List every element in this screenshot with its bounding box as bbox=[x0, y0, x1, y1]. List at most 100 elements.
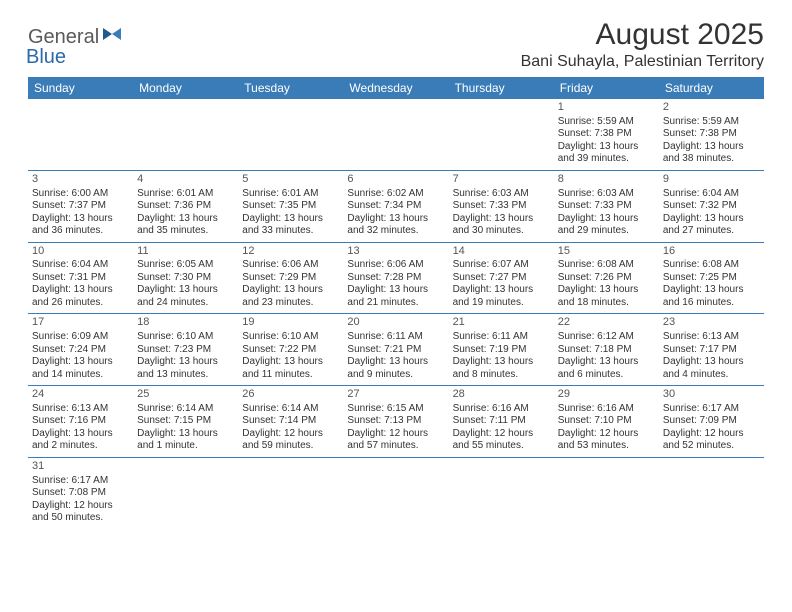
day-number: 31 bbox=[32, 460, 129, 474]
calendar-cell: 31Sunrise: 6:17 AMSunset: 7:08 PMDayligh… bbox=[28, 457, 133, 528]
calendar-cell bbox=[343, 457, 448, 528]
calendar-cell bbox=[238, 99, 343, 170]
calendar-cell: 22Sunrise: 6:12 AMSunset: 7:18 PMDayligh… bbox=[554, 314, 659, 386]
calendar-cell bbox=[449, 99, 554, 170]
day-number: 4 bbox=[137, 173, 234, 187]
day-number: 3 bbox=[32, 173, 129, 187]
sunrise-text: Sunrise: 6:10 AM bbox=[242, 331, 339, 344]
sunrise-text: Sunrise: 6:02 AM bbox=[347, 188, 444, 201]
sunset-text: Sunset: 7:33 PM bbox=[453, 200, 550, 213]
sunset-text: Sunset: 7:29 PM bbox=[242, 272, 339, 285]
calendar-cell bbox=[343, 99, 448, 170]
day-number: 15 bbox=[558, 245, 655, 259]
sunrise-text: Sunrise: 6:06 AM bbox=[347, 259, 444, 272]
sunset-text: Sunset: 7:18 PM bbox=[558, 344, 655, 357]
sunrise-text: Sunrise: 5:59 AM bbox=[663, 116, 760, 129]
calendar-cell: 21Sunrise: 6:11 AMSunset: 7:19 PMDayligh… bbox=[449, 314, 554, 386]
sunset-text: Sunset: 7:14 PM bbox=[242, 415, 339, 428]
sunset-text: Sunset: 7:33 PM bbox=[558, 200, 655, 213]
sunrise-text: Sunrise: 6:11 AM bbox=[453, 331, 550, 344]
day-number: 26 bbox=[242, 388, 339, 402]
calendar-cell: 1Sunrise: 5:59 AMSunset: 7:38 PMDaylight… bbox=[554, 99, 659, 170]
day-number: 16 bbox=[663, 245, 760, 259]
sunset-text: Sunset: 7:21 PM bbox=[347, 344, 444, 357]
day-number: 24 bbox=[32, 388, 129, 402]
sunrise-text: Sunrise: 6:16 AM bbox=[453, 403, 550, 416]
daylight-text: Daylight: 13 hours and 39 minutes. bbox=[558, 141, 655, 166]
daylight-text: Daylight: 13 hours and 16 minutes. bbox=[663, 284, 760, 309]
sunset-text: Sunset: 7:22 PM bbox=[242, 344, 339, 357]
sunrise-text: Sunrise: 6:06 AM bbox=[242, 259, 339, 272]
sunset-text: Sunset: 7:38 PM bbox=[663, 128, 760, 141]
calendar-cell: 16Sunrise: 6:08 AMSunset: 7:25 PMDayligh… bbox=[659, 242, 764, 314]
daylight-text: Daylight: 13 hours and 32 minutes. bbox=[347, 213, 444, 238]
calendar-cell: 15Sunrise: 6:08 AMSunset: 7:26 PMDayligh… bbox=[554, 242, 659, 314]
daylight-text: Daylight: 12 hours and 57 minutes. bbox=[347, 428, 444, 453]
sunset-text: Sunset: 7:36 PM bbox=[137, 200, 234, 213]
day-number: 10 bbox=[32, 245, 129, 259]
sunset-text: Sunset: 7:31 PM bbox=[32, 272, 129, 285]
day-number: 25 bbox=[137, 388, 234, 402]
sunset-text: Sunset: 7:27 PM bbox=[453, 272, 550, 285]
day-header: Wednesday bbox=[343, 77, 448, 99]
calendar-cell bbox=[659, 457, 764, 528]
day-number: 28 bbox=[453, 388, 550, 402]
sunrise-text: Sunrise: 6:11 AM bbox=[347, 331, 444, 344]
calendar-cell: 25Sunrise: 6:14 AMSunset: 7:15 PMDayligh… bbox=[133, 386, 238, 458]
sunset-text: Sunset: 7:30 PM bbox=[137, 272, 234, 285]
sunrise-text: Sunrise: 6:05 AM bbox=[137, 259, 234, 272]
daylight-text: Daylight: 12 hours and 59 minutes. bbox=[242, 428, 339, 453]
calendar-cell: 17Sunrise: 6:09 AMSunset: 7:24 PMDayligh… bbox=[28, 314, 133, 386]
calendar-cell: 11Sunrise: 6:05 AMSunset: 7:30 PMDayligh… bbox=[133, 242, 238, 314]
sunset-text: Sunset: 7:23 PM bbox=[137, 344, 234, 357]
sunrise-text: Sunrise: 6:12 AM bbox=[558, 331, 655, 344]
sunset-text: Sunset: 7:10 PM bbox=[558, 415, 655, 428]
logo-blue-wrap: Blue bbox=[28, 46, 66, 69]
daylight-text: Daylight: 13 hours and 4 minutes. bbox=[663, 356, 760, 381]
sunrise-text: Sunrise: 6:08 AM bbox=[663, 259, 760, 272]
daylight-text: Daylight: 12 hours and 55 minutes. bbox=[453, 428, 550, 453]
calendar-cell: 18Sunrise: 6:10 AMSunset: 7:23 PMDayligh… bbox=[133, 314, 238, 386]
day-number: 29 bbox=[558, 388, 655, 402]
sunrise-text: Sunrise: 6:03 AM bbox=[558, 188, 655, 201]
day-header: Saturday bbox=[659, 77, 764, 99]
calendar-cell: 30Sunrise: 6:17 AMSunset: 7:09 PMDayligh… bbox=[659, 386, 764, 458]
day-header: Sunday bbox=[28, 77, 133, 99]
logo-text-blue: Blue bbox=[26, 46, 66, 68]
daylight-text: Daylight: 13 hours and 19 minutes. bbox=[453, 284, 550, 309]
sunrise-text: Sunrise: 6:10 AM bbox=[137, 331, 234, 344]
sunrise-text: Sunrise: 6:00 AM bbox=[32, 188, 129, 201]
daylight-text: Daylight: 13 hours and 26 minutes. bbox=[32, 284, 129, 309]
daylight-text: Daylight: 13 hours and 29 minutes. bbox=[558, 213, 655, 238]
daylight-text: Daylight: 13 hours and 24 minutes. bbox=[137, 284, 234, 309]
sunset-text: Sunset: 7:17 PM bbox=[663, 344, 760, 357]
calendar-cell: 13Sunrise: 6:06 AMSunset: 7:28 PMDayligh… bbox=[343, 242, 448, 314]
daylight-text: Daylight: 13 hours and 11 minutes. bbox=[242, 356, 339, 381]
daylight-text: Daylight: 12 hours and 52 minutes. bbox=[663, 428, 760, 453]
day-number: 21 bbox=[453, 316, 550, 330]
daylight-text: Daylight: 13 hours and 27 minutes. bbox=[663, 213, 760, 238]
calendar-cell: 24Sunrise: 6:13 AMSunset: 7:16 PMDayligh… bbox=[28, 386, 133, 458]
day-number: 2 bbox=[663, 101, 760, 115]
sunrise-text: Sunrise: 5:59 AM bbox=[558, 116, 655, 129]
title-block: August 2025 Bani Suhayla, Palestinian Te… bbox=[521, 18, 764, 71]
sunset-text: Sunset: 7:32 PM bbox=[663, 200, 760, 213]
location: Bani Suhayla, Palestinian Territory bbox=[521, 53, 764, 71]
calendar-cell bbox=[133, 457, 238, 528]
day-number: 18 bbox=[137, 316, 234, 330]
sunrise-text: Sunrise: 6:01 AM bbox=[137, 188, 234, 201]
daylight-text: Daylight: 13 hours and 8 minutes. bbox=[453, 356, 550, 381]
day-number: 22 bbox=[558, 316, 655, 330]
sunrise-text: Sunrise: 6:04 AM bbox=[663, 188, 760, 201]
day-number: 6 bbox=[347, 173, 444, 187]
daylight-text: Daylight: 13 hours and 6 minutes. bbox=[558, 356, 655, 381]
calendar-row: 24Sunrise: 6:13 AMSunset: 7:16 PMDayligh… bbox=[28, 386, 764, 458]
calendar-cell: 7Sunrise: 6:03 AMSunset: 7:33 PMDaylight… bbox=[449, 170, 554, 242]
day-number: 30 bbox=[663, 388, 760, 402]
sunset-text: Sunset: 7:35 PM bbox=[242, 200, 339, 213]
flag-icon bbox=[103, 26, 123, 47]
calendar-cell: 6Sunrise: 6:02 AMSunset: 7:34 PMDaylight… bbox=[343, 170, 448, 242]
calendar-cell: 28Sunrise: 6:16 AMSunset: 7:11 PMDayligh… bbox=[449, 386, 554, 458]
calendar-row: 1Sunrise: 5:59 AMSunset: 7:38 PMDaylight… bbox=[28, 99, 764, 170]
calendar-table: Sunday Monday Tuesday Wednesday Thursday… bbox=[28, 77, 764, 529]
